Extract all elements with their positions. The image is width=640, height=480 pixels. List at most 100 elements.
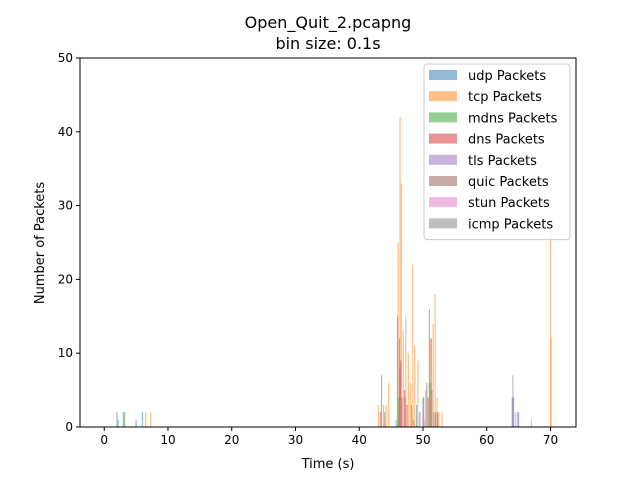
bar-series-6-point-1 xyxy=(424,419,426,427)
legend-swatch-6 xyxy=(429,197,457,208)
x-axis-ticks: 0 10 20 30 40 50 60 70 xyxy=(100,427,558,447)
bar-series-0-point-3 xyxy=(141,412,144,427)
y-tick-label-0: 0 xyxy=(65,420,73,434)
bar-series-1-point-23 xyxy=(514,412,517,427)
bar-series-1-point-22 xyxy=(441,412,443,427)
bar-series-1-point-18 xyxy=(432,323,434,427)
x-tick-label-6: 60 xyxy=(479,433,494,447)
bar-series-1-point-6 xyxy=(397,242,399,427)
legend: udp Packets tcp Packets mdns Packets dns Pa… xyxy=(423,63,571,241)
bar-series-7-point-0 xyxy=(395,419,397,427)
bar-series-5-point-2 xyxy=(410,404,413,427)
y-tick-label-1: 10 xyxy=(58,346,73,360)
bar-series-0-point-10 xyxy=(430,338,432,427)
bar-series-1-point-7 xyxy=(399,117,401,427)
x-tick-label-7: 70 xyxy=(543,433,558,447)
bar-series-1-point-1 xyxy=(150,412,152,427)
legend-label-3: dns Packets xyxy=(468,133,545,148)
bar-series-1-point-9 xyxy=(402,331,404,427)
bar-series-4-point-5 xyxy=(516,412,518,427)
bar-series-5-point-0 xyxy=(384,412,386,427)
y-axis-label: Number of Packets xyxy=(33,182,48,305)
bar-series-3-point-1 xyxy=(400,360,402,427)
bar-series-1-point-5 xyxy=(387,382,390,427)
bar-series-4-point-3 xyxy=(431,390,433,427)
bar-series-3-point-3 xyxy=(406,404,408,427)
y-tick-label-5: 50 xyxy=(58,51,73,65)
bars-layer xyxy=(116,117,552,427)
bar-series-1-point-3 xyxy=(382,404,385,427)
legend-label-5: quic Packets xyxy=(468,175,549,190)
bar-series-0-point-5 xyxy=(396,316,399,427)
legend-label-0: udp Packets xyxy=(468,69,546,84)
bar-series-4-point-4 xyxy=(512,375,514,427)
bar-series-1-point-0 xyxy=(145,412,147,427)
bar-series-1-point-26 xyxy=(550,338,552,427)
bar-series-1-point-20 xyxy=(436,397,438,427)
bar-series-0-point-9 xyxy=(428,308,430,427)
x-tick-label-3: 30 xyxy=(288,433,303,447)
legend-swatch-4 xyxy=(429,154,457,165)
bar-series-0-point-12 xyxy=(518,412,520,427)
bar-series-2-point-3 xyxy=(429,382,431,427)
legend-swatch-0 xyxy=(429,70,457,80)
bar-series-0-point-11 xyxy=(511,397,513,427)
y-axis-ticks: 0 10 20 30 40 50 xyxy=(58,51,80,434)
bar-series-1-point-13 xyxy=(412,264,414,427)
bar-series-3-point-2 xyxy=(403,390,406,427)
bar-series-0-point-8 xyxy=(422,397,424,427)
bar-series-2-point-2 xyxy=(398,397,400,427)
bar-series-7-point-2 xyxy=(433,412,435,427)
bar-series-3-point-6 xyxy=(435,412,437,427)
x-axis-label: Time (s) xyxy=(301,457,355,472)
bar-series-0-point-0 xyxy=(116,412,118,427)
bar-series-0-point-1 xyxy=(122,412,124,427)
legend-label-6: stun Packets xyxy=(468,196,550,211)
bar-series-1-point-12 xyxy=(409,382,411,427)
bar-series-1-point-25 xyxy=(549,227,552,427)
x-tick-label-0: 0 xyxy=(100,433,108,447)
bar-series-5-point-1 xyxy=(401,397,403,427)
bar-series-1-point-17 xyxy=(430,338,432,427)
x-tick-label-4: 40 xyxy=(352,433,367,447)
bar-series-7-point-1 xyxy=(412,419,415,427)
x-tick-label-2: 20 xyxy=(224,433,239,447)
bar-series-3-point-0 xyxy=(379,412,381,427)
legend-swatch-3 xyxy=(429,133,457,144)
y-tick-label-4: 40 xyxy=(58,125,73,139)
x-tick-label-1: 10 xyxy=(160,433,175,447)
bar-series-1-point-2 xyxy=(377,404,379,427)
bar-series-4-point-0 xyxy=(399,367,401,427)
legend-label-2: mdns Packets xyxy=(468,111,558,126)
chart-title: Open_Quit_2.pcapng xyxy=(245,13,412,33)
legend-swatch-2 xyxy=(429,112,457,123)
bar-series-1-point-16 xyxy=(424,390,427,427)
bar-series-5-point-4 xyxy=(437,412,439,427)
bar-series-3-point-5 xyxy=(427,397,429,427)
bar-series-4-point-1 xyxy=(404,397,406,427)
legend-swatch-5 xyxy=(429,176,457,186)
x-tick-label-5: 50 xyxy=(415,433,430,447)
bar-series-1-point-19 xyxy=(434,294,436,427)
bar-series-1-point-15 xyxy=(417,360,419,427)
bar-series-5-point-3 xyxy=(426,382,428,427)
bar-series-0-point-2 xyxy=(135,419,137,427)
bar-series-1-point-4 xyxy=(385,404,387,427)
plot-frame xyxy=(79,57,577,428)
bar-series-0-point-4 xyxy=(380,375,383,427)
y-tick-label-2: 20 xyxy=(58,272,73,286)
bar-series-1-point-24 xyxy=(530,419,532,427)
legend-label-4: tls Packets xyxy=(468,154,537,169)
legend-swatch-1 xyxy=(429,91,457,102)
bar-series-2-point-1 xyxy=(124,412,126,427)
legend-box xyxy=(423,63,571,241)
y-tick-label-3: 30 xyxy=(58,199,73,213)
bar-series-1-point-11 xyxy=(407,353,409,427)
bar-series-0-point-7 xyxy=(416,404,418,427)
legend-swatch-7 xyxy=(429,218,457,229)
bar-series-1-point-14 xyxy=(414,345,416,427)
bar-series-4-point-2 xyxy=(423,397,425,427)
bar-series-3-point-4 xyxy=(419,412,421,427)
bar-series-5-point-5 xyxy=(512,397,515,427)
